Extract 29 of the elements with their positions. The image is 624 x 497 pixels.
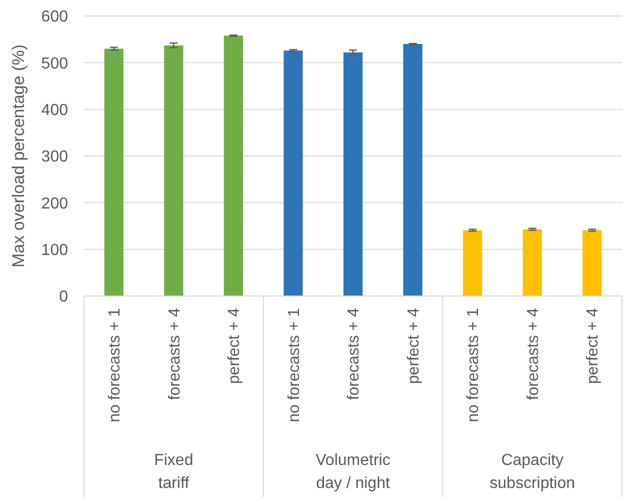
- y-tick-label: 600: [41, 8, 68, 26]
- y-tick-label: 500: [41, 55, 68, 72]
- x-tick-label: perfect + 4: [584, 308, 602, 384]
- x-tick-label: forecasts + 4: [346, 308, 363, 400]
- x-tick-label: no forecasts + 1: [286, 308, 303, 422]
- y-tick-label: 400: [41, 102, 68, 119]
- y-tick-label: 200: [41, 195, 68, 212]
- bar: [343, 52, 363, 296]
- y-tick-label: 100: [41, 242, 68, 259]
- x-tick-label: no forecasts + 1: [465, 308, 482, 422]
- x-tick-label: forecasts + 4: [524, 308, 542, 400]
- bar: [522, 229, 542, 296]
- text: Fixed tariff: [154, 452, 194, 492]
- text: Volumetric day / night: [316, 452, 390, 492]
- bar: [284, 50, 303, 296]
- bar: [462, 230, 482, 296]
- y-tick-label: 0: [59, 288, 68, 306]
- bar: [104, 48, 124, 296]
- y-tick-label: 300: [41, 148, 68, 166]
- bar: [403, 44, 422, 296]
- x-tick-label: perfect + 4: [405, 308, 422, 384]
- x-tick-label: forecasts + 4: [166, 308, 184, 400]
- bar: [582, 230, 602, 296]
- text: Capacity subscription: [490, 452, 576, 492]
- y-axis-title: Max overload percentage (%): [9, 44, 28, 268]
- bar: [224, 36, 244, 296]
- x-tick-label: no forecasts + 1: [106, 308, 124, 422]
- x-tick-label: perfect + 4: [226, 308, 244, 384]
- bar: [164, 45, 184, 296]
